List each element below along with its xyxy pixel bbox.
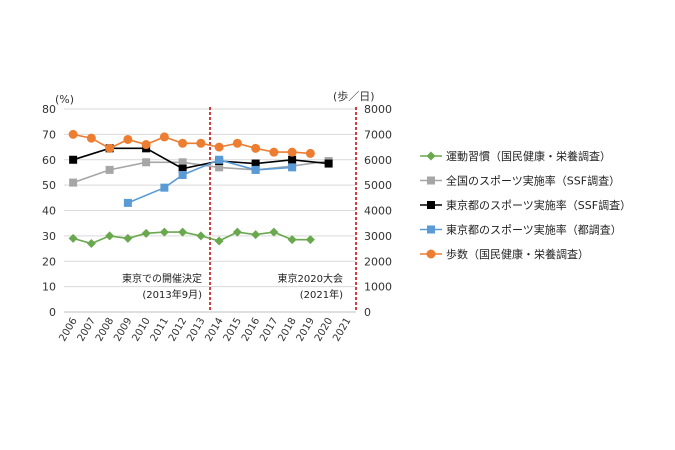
left-tick-40: 40 (42, 205, 56, 218)
left-tick-70: 70 (42, 128, 56, 141)
series-0-point-2009 (123, 233, 133, 243)
series-2-point-2016 (251, 159, 260, 168)
series-group (68, 129, 333, 248)
legend-item-3: 東京都のスポーツ実施率（都調査） (420, 223, 622, 237)
series-1-point-2008 (105, 165, 114, 174)
left-tick-30: 30 (42, 230, 56, 243)
series-0-point-2019 (305, 235, 315, 245)
series-2-point-2006 (69, 155, 78, 164)
right-tick-7000: 7000 (364, 128, 392, 141)
legend-label-0: 運動習慣（国民健康・栄養調査） (446, 149, 611, 163)
series-0-point-2010 (141, 228, 151, 238)
series-2-point-2012 (178, 164, 187, 173)
legend-item-1: 全国のスポーツ実施率（SSF調査） (420, 174, 620, 188)
event-note-2013-line2: (2013年9月) (142, 288, 202, 301)
right-tick-6000: 6000 (364, 154, 392, 167)
series-4-point-2014 (214, 142, 224, 152)
series-3 (123, 155, 297, 207)
right-tick-0: 0 (364, 306, 371, 319)
legend-label-1: 全国のスポーツ実施率（SSF調査） (446, 174, 620, 188)
series-2-point-2018 (288, 155, 297, 164)
left-tick-10: 10 (42, 281, 56, 294)
right-tick-4000: 4000 (364, 205, 392, 218)
legend-item-4: 歩数（国民健康・栄養調査） (420, 247, 589, 261)
series-4-point-2018 (287, 147, 297, 157)
series-1-point-2006 (69, 178, 78, 187)
left-tick-60: 60 (42, 154, 56, 167)
left-tick-50: 50 (42, 179, 56, 192)
series-4-point-2016 (251, 143, 261, 153)
series-0-point-2017 (269, 227, 279, 237)
series-4-point-2019 (305, 148, 315, 158)
legend-label-3: 東京都のスポーツ実施率（都調査） (446, 223, 622, 237)
right-tick-2000: 2000 (364, 255, 392, 268)
series-4-point-2017 (269, 147, 279, 157)
series-0-point-2011 (159, 227, 169, 237)
series-1-point-2014 (215, 163, 224, 172)
series-3-point-2016 (251, 165, 260, 174)
legend-item-0: 運動習慣（国民健康・栄養調査） (420, 149, 611, 163)
right-tick-3000: 3000 (364, 230, 392, 243)
left-axis-unit: (%) (55, 93, 74, 106)
series-4-point-2013 (196, 138, 206, 148)
right-tick-1000: 1000 (364, 281, 392, 294)
legend-marker-4 (426, 249, 436, 259)
series-2-point-2020 (324, 159, 333, 168)
legend-label-2: 東京都のスポーツ実施率（SSF調査） (446, 198, 631, 212)
series-0-point-2013 (196, 231, 206, 241)
series-1-point-2010 (142, 158, 151, 167)
series-0-point-2016 (251, 230, 261, 240)
series-0-point-2012 (178, 227, 188, 237)
series-4-point-2011 (159, 132, 169, 142)
legend-marker-1 (427, 176, 435, 185)
series-3-point-2012 (178, 170, 187, 179)
right-axis-unit: (歩／日) (333, 89, 375, 103)
event-note-2021-line1: 東京2020大会 (278, 272, 343, 285)
series-3-point-2009 (123, 198, 132, 207)
legend-marker-0 (426, 151, 436, 161)
x-tick-2021: 2021 (331, 316, 353, 344)
series-0-point-2007 (86, 238, 96, 248)
legend-label-4: 歩数（国民健康・栄養調査） (446, 247, 589, 261)
series-4-point-2010 (141, 140, 151, 150)
series-3-point-2014 (215, 155, 224, 164)
series-0 (68, 227, 315, 248)
series-0-point-2014 (214, 236, 224, 246)
series-3-line (127, 158, 293, 204)
right-tick-5000: 5000 (364, 179, 392, 192)
right-tick-8000: 8000 (364, 103, 392, 116)
series-4-point-2015 (232, 138, 242, 148)
series-2-line (72, 147, 329, 170)
left-tick-20: 20 (42, 255, 56, 268)
series-3-point-2018 (288, 163, 297, 172)
legend-marker-2 (427, 201, 435, 209)
series-0-point-2006 (68, 233, 78, 243)
event-lines (209, 107, 357, 312)
series-4-point-2008 (105, 143, 115, 153)
series-3-point-2011 (160, 183, 169, 192)
series-0-point-2018 (287, 235, 297, 245)
legend: 運動習慣（国民健康・栄養調査） 全国のスポーツ実施率（SSF調査） 東京都のスポーツ… (420, 149, 631, 261)
event-note-2021-line2: (2021年) (300, 288, 343, 301)
series-4-point-2009 (123, 134, 133, 144)
series-4 (68, 129, 315, 158)
series-0-point-2015 (232, 227, 242, 237)
event-note-2013-line1: 東京での開催決定 (122, 272, 202, 285)
axis-labels: (%) (歩／日) 東京での開催決定 (2013年9月) 東京2020大会 (2… (55, 89, 375, 301)
series-4-point-2006 (68, 129, 78, 139)
series-0-point-2008 (105, 231, 115, 241)
legend-item-2: 東京都のスポーツ実施率（SSF調査） (420, 198, 631, 212)
legend-marker-3 (427, 225, 435, 234)
series-4-point-2007 (86, 133, 96, 143)
left-tick-0: 0 (49, 306, 56, 319)
series-1-point-2012 (178, 158, 187, 167)
series-4-point-2012 (178, 138, 188, 148)
left-tick-80: 80 (42, 103, 56, 116)
